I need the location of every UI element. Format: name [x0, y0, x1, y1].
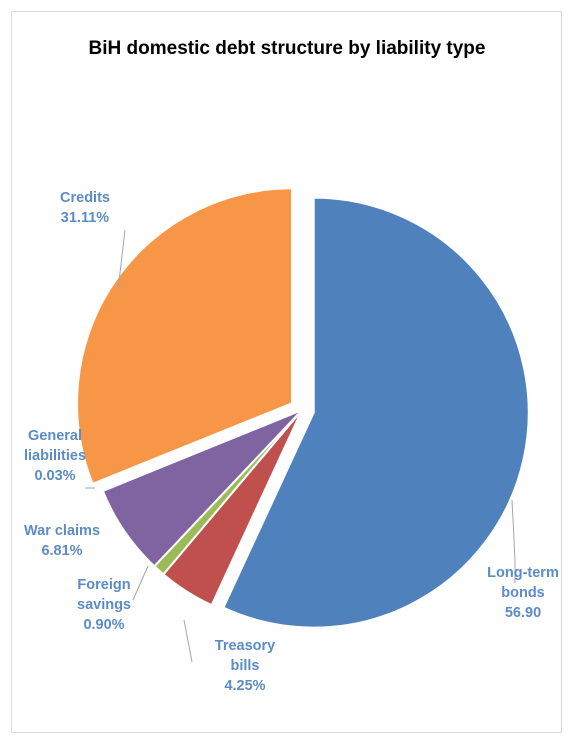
data-label-3: War claims 6.81% — [24, 523, 100, 559]
leader-line-0 — [511, 499, 516, 583]
pie-slice-0 — [222, 196, 530, 629]
data-label-0: Long-term bonds 56.90 — [487, 565, 559, 621]
data-label-1: Treasory bills 4.25% — [215, 638, 275, 694]
data-label-2: Foreign savings 0.90% — [77, 577, 131, 633]
data-label-4: General liabilities 0.03% — [24, 428, 86, 484]
leader-line-1 — [183, 619, 193, 663]
data-label-5: Credits 31.11% — [60, 190, 110, 226]
chart-title: BiH domestic debt structure by liability… — [88, 38, 486, 59]
pie-slice-5 — [76, 187, 294, 486]
leader-line-5 — [117, 229, 126, 291]
pie-slice-4 — [101, 409, 303, 493]
leader-line-2 — [132, 565, 149, 601]
